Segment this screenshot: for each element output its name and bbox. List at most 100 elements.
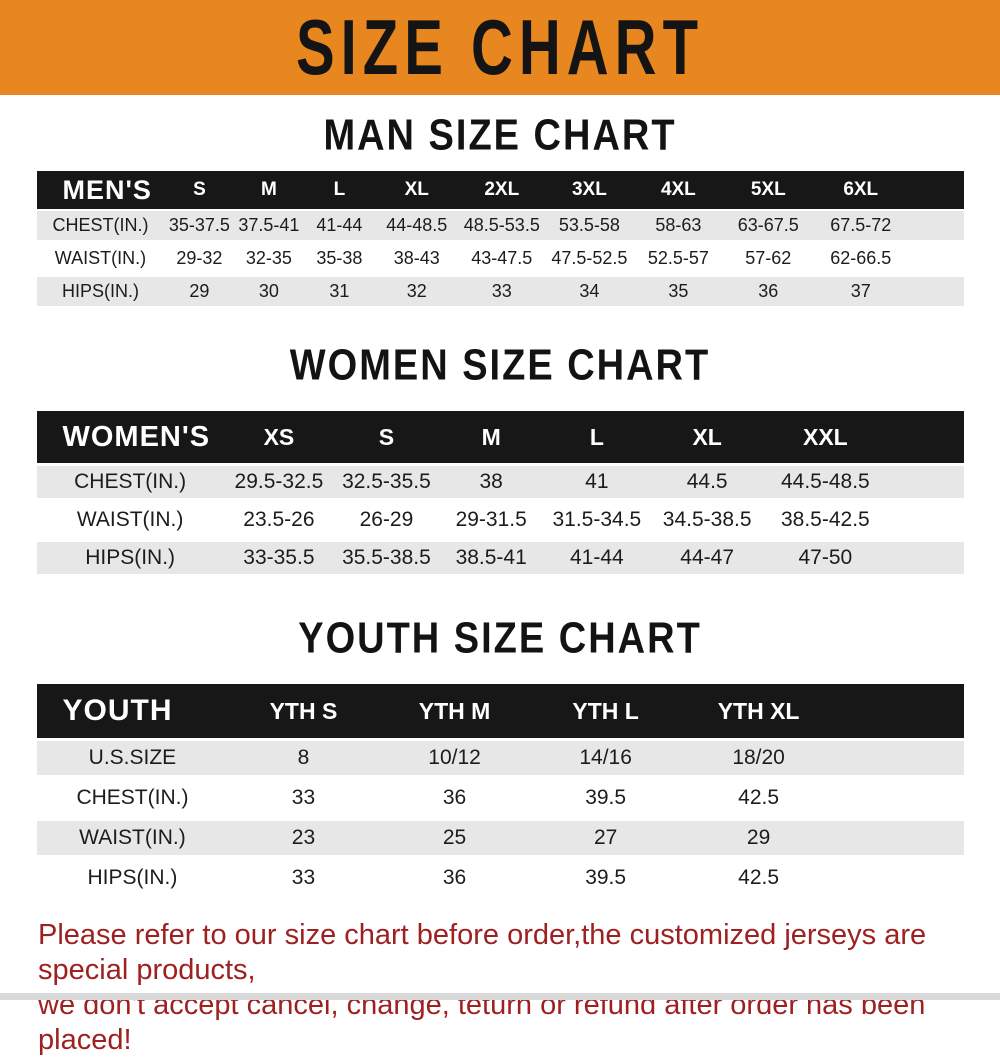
spacer-cell [908,275,964,308]
size-header-cell: YTH S [228,684,379,738]
size-value-cell: 29-31.5 [438,501,544,539]
spacer-cell [908,242,964,275]
size-value-cell: 37.5-41 [234,209,304,242]
spacer-cell [836,778,964,818]
size-value-cell: 35-37.5 [164,209,235,242]
size-value-cell: 29-32 [164,242,235,275]
size-value-cell: 38.5-41 [438,539,544,577]
spacer-cell [836,858,964,898]
row-label-cell: U.S.SIZE [36,738,229,778]
size-value-cell: 31.5-34.5 [543,501,651,539]
size-value-cell: 39.5 [530,858,681,898]
row-label-cell: CHEST(IN.) [36,209,165,242]
size-value-cell: 38 [438,463,544,501]
section-title-men: MAN SIZE CHART [323,111,677,161]
spacer-cell [886,411,964,463]
size-value-cell: 47.5-52.5 [545,242,634,275]
size-value-cell: 38-43 [375,242,459,275]
size-value-cell: 38.5-42.5 [764,501,887,539]
spacer-cell [886,463,964,501]
size-value-cell: 44-48.5 [375,209,459,242]
size-value-cell: 8 [228,738,379,778]
size-value-cell: 33-35.5 [223,539,335,577]
size-header-cell: XS [223,411,335,463]
header-row-women: WOMEN'S XS S M L XL XXL [36,411,964,463]
banner-title: SIZE CHART [296,3,704,92]
size-header-cell: YTH XL [680,684,837,738]
section-youth: YOUTH SIZE CHART YOUTH YTH S YTH M YTH L YTH … [0,614,1000,898]
size-value-cell: 41-44 [543,539,651,577]
size-value-cell: 67.5-72 [813,209,909,242]
size-value-cell: 29 [164,275,235,308]
footer-notice: Please refer to our size chart before or… [38,918,990,1058]
group-header-cell-youth: YOUTH [36,684,229,738]
size-value-cell: 35.5-38.5 [334,539,439,577]
row-label-cell: WAIST(IN.) [36,501,224,539]
size-value-cell: 37 [813,275,909,308]
size-value-cell: 52.5-57 [633,242,724,275]
size-header-cell: 2XL [458,171,546,209]
size-header-cell: S [334,411,439,463]
sections-container: MAN SIZE CHART MEN'S S M L XL 2XL 3XL 4XL 5XL 6XL C… [0,111,1000,898]
section-title-youth: YOUTH SIZE CHART [298,614,702,664]
size-value-cell: 31 [303,275,376,308]
size-value-cell: 29.5-32.5 [223,463,335,501]
row-label-cell: HIPS(IN.) [36,858,229,898]
size-value-cell: 41 [543,463,651,501]
size-header-cell: 5XL [723,171,814,209]
size-header-cell: YTH M [378,684,531,738]
size-table-women: WOMEN'S XS S M L XL XXL CHEST(IN.) 29.5-32.5 32.5… [36,411,964,577]
table-row: CHEST(IN.) 33 36 39.5 42.5 [36,778,964,818]
size-value-cell: 23.5-26 [223,501,335,539]
bottom-edge-strip [0,993,1000,1000]
header-row-men: MEN'S S M L XL 2XL 3XL 4XL 5XL 6XL [36,171,964,209]
size-value-cell: 36 [378,778,531,818]
size-header-cell: XXL [764,411,887,463]
table-row: HIPS(IN.) 33 36 39.5 42.5 [36,858,964,898]
size-header-cell: S [164,171,235,209]
size-value-cell: 44-47 [650,539,765,577]
spacer-cell [886,501,964,539]
size-value-cell: 32.5-35.5 [334,463,439,501]
size-value-cell: 47-50 [764,539,887,577]
size-value-cell: 35-38 [303,242,376,275]
size-value-cell: 25 [378,818,531,858]
row-label-cell: WAIST(IN.) [36,818,229,858]
row-label-cell: CHEST(IN.) [36,778,229,818]
header-row-youth: YOUTH YTH S YTH M YTH L YTH XL [36,684,964,738]
size-header-cell: YTH L [530,684,681,738]
spacer-cell [886,539,964,577]
size-value-cell: 39.5 [530,778,681,818]
size-value-cell: 23 [228,818,379,858]
size-value-cell: 36 [378,858,531,898]
section-title-women: WOMEN SIZE CHART [289,341,711,391]
size-header-cell: 6XL [813,171,909,209]
notice-line-1: Please refer to our size chart before or… [38,919,927,986]
row-label-cell: WAIST(IN.) [36,242,165,275]
size-table-men: MEN'S S M L XL 2XL 3XL 4XL 5XL 6XL CHEST(IN.) 35-37… [36,171,964,308]
size-table-youth: YOUTH YTH S YTH M YTH L YTH XL U.S.SIZE 8 10/12… [36,684,964,898]
size-value-cell: 42.5 [680,778,837,818]
group-header-cell-men: MEN'S [36,171,165,209]
size-header-cell: M [438,411,544,463]
size-header-cell: L [303,171,376,209]
table-row: HIPS(IN.) 29 30 31 32 33 34 35 36 37 [36,275,964,308]
size-value-cell: 48.5-53.5 [458,209,546,242]
size-header-cell: XL [650,411,765,463]
table-row: HIPS(IN.) 33-35.5 35.5-38.5 38.5-41 41-44 44-… [36,539,964,577]
size-value-cell: 18/20 [680,738,837,778]
group-header-cell-women: WOMEN'S [36,411,224,463]
size-value-cell: 62-66.5 [813,242,909,275]
size-value-cell: 30 [234,275,304,308]
size-value-cell: 10/12 [378,738,531,778]
size-value-cell: 53.5-58 [545,209,634,242]
size-value-cell: 34.5-38.5 [650,501,765,539]
table-row: CHEST(IN.) 29.5-32.5 32.5-35.5 38 41 44.5 44.5… [36,463,964,501]
spacer-cell [908,209,964,242]
section-men: MAN SIZE CHART MEN'S S M L XL 2XL 3XL 4XL 5XL 6XL C… [0,111,1000,308]
size-value-cell: 63-67.5 [723,209,814,242]
size-value-cell: 26-29 [334,501,439,539]
spacer-cell [836,818,964,858]
spacer-cell [836,684,964,738]
